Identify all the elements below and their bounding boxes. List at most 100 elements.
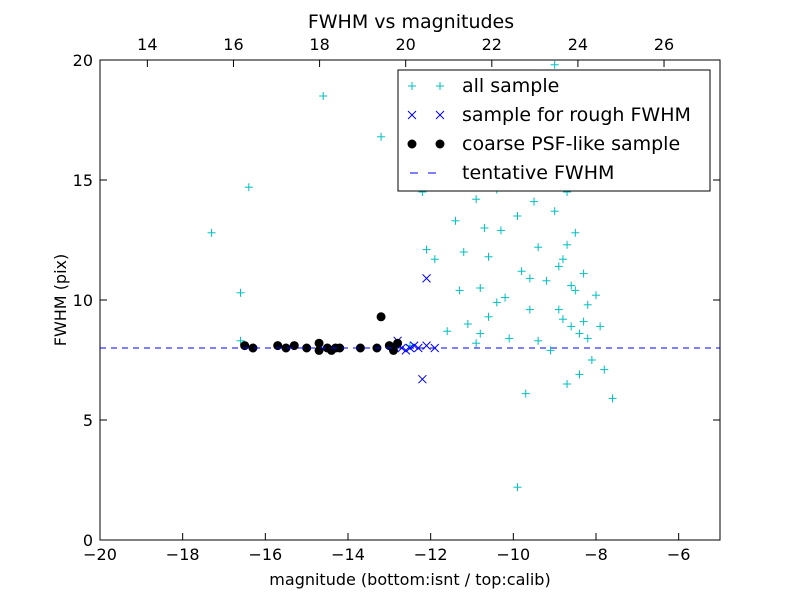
x-tick-label: −14 [331, 545, 365, 564]
legend-label-rough-sample: sample for rough FWHM [462, 104, 691, 126]
all-sample-point [600, 365, 609, 374]
y-tick-label: 0 [83, 531, 93, 550]
psf-sample-point [376, 312, 386, 322]
chart-title: FWHM vs magnitudes [308, 11, 514, 33]
legend-markers [407, 82, 445, 174]
all-sample-point [587, 356, 596, 364]
all-sample-point [521, 389, 530, 398]
all-sample-point [558, 255, 567, 264]
axis-ticks: −20 −18 −16 −14 −12 −10 −8 −6 14 16 18 20 22 24 26 0 5 10… [73, 35, 720, 564]
top-x-tick-label: 16 [223, 35, 243, 54]
data-marks [100, 60, 720, 492]
all-sample-point [319, 92, 328, 100]
all-sample-point [455, 286, 464, 295]
all-sample-point [377, 132, 386, 141]
all-sample-point [542, 276, 551, 285]
top-x-tick-label: 18 [309, 35, 329, 54]
y-tick-label: 10 [73, 291, 93, 310]
top-x-tick-label: 26 [654, 35, 674, 54]
all-sample-point [492, 298, 501, 307]
all-sample-point [484, 312, 493, 321]
x-axis-label: magnitude (bottom:isnt / top:calib) [269, 570, 550, 589]
y-tick-label: 15 [73, 171, 93, 190]
y-tick-label: 20 [73, 51, 93, 70]
x-tick-label: −16 [248, 545, 282, 564]
x-tick-label: −12 [414, 545, 448, 564]
top-x-tick-label: 20 [396, 35, 416, 54]
all-sample-point [476, 284, 485, 292]
all-sample-point [451, 216, 460, 225]
legend-marker-all-sample [436, 82, 444, 90]
all-sample-point [236, 288, 245, 297]
series-all-sample [207, 60, 617, 492]
rough-sample-point [418, 374, 427, 384]
x-tick-label: −10 [496, 545, 530, 564]
top-x-tick-label: 14 [137, 35, 157, 54]
series-rough-sample [389, 274, 440, 384]
all-sample-point [501, 293, 510, 302]
legend-box [397, 69, 711, 192]
all-sample-point [567, 322, 576, 331]
all-sample-point [472, 339, 481, 348]
legend-marker-psf-sample [407, 139, 417, 149]
all-sample-point [236, 336, 245, 345]
series-psf-sample [240, 312, 403, 355]
all-sample-point [476, 329, 485, 338]
all-sample-point [550, 207, 559, 216]
all-sample-point [563, 380, 572, 388]
all-sample-point [534, 336, 543, 345]
legend-label-all-sample: all sample [462, 75, 559, 97]
legend-label-tentative-fwhm: tentative FWHM [462, 162, 614, 184]
y-axis-label: FWHM (pix) [51, 254, 70, 347]
all-sample-point [525, 305, 534, 314]
y-tick-label: 5 [83, 411, 93, 430]
all-sample-point [571, 228, 580, 237]
all-sample-point [575, 329, 584, 338]
x-tick-label: −6 [667, 545, 691, 564]
x-tick-label: −8 [584, 545, 608, 564]
all-sample-point [513, 212, 522, 220]
all-sample-point [567, 281, 576, 290]
all-sample-point [496, 226, 505, 235]
legend-label-psf-sample: coarse PSF-like sample [462, 133, 680, 155]
all-sample-point [530, 197, 538, 206]
rough-sample-point [422, 274, 431, 283]
all-sample-point [571, 286, 580, 295]
all-sample-point [480, 224, 489, 232]
all-sample-point [592, 291, 600, 300]
all-sample-point [472, 195, 481, 204]
all-sample-point [484, 252, 493, 261]
top-x-tick-label: 22 [482, 35, 502, 54]
all-sample-point [513, 483, 522, 492]
all-sample-point [583, 334, 592, 343]
all-sample-point [517, 267, 526, 276]
all-sample-point [463, 320, 472, 328]
x-tick-label: −20 [83, 545, 117, 564]
all-sample-point [550, 60, 559, 69]
legend-marker-rough-sample [407, 110, 417, 120]
legend-marker-psf-sample [435, 139, 445, 149]
all-sample-point [430, 255, 439, 264]
x-tick-label: −18 [166, 545, 200, 564]
all-sample-point [554, 305, 563, 314]
all-sample-point [534, 243, 543, 252]
top-x-tick-label: 24 [568, 35, 588, 54]
all-sample-point [459, 248, 468, 256]
all-sample-point [422, 245, 431, 254]
legend-marker-rough-sample [435, 110, 445, 120]
legend: all sample sample for rough FWHM coarse … [397, 69, 711, 192]
all-sample-point [554, 262, 563, 271]
all-sample-point [244, 183, 253, 192]
all-sample-point [608, 394, 617, 403]
rough-sample-point [413, 343, 423, 353]
all-sample-point [505, 334, 514, 343]
all-sample-point [575, 370, 584, 379]
all-sample-point [579, 317, 588, 326]
all-sample-point [443, 327, 452, 336]
legend-marker-all-sample [408, 82, 416, 90]
all-sample-point [525, 274, 534, 283]
psf-sample-point [393, 338, 403, 348]
all-sample-point [546, 346, 555, 355]
